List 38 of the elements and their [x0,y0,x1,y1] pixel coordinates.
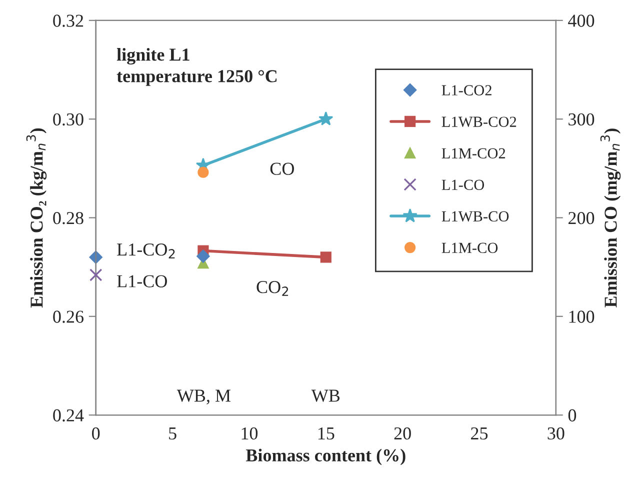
legend-label: L1-CO2 [442,85,492,96]
y-tick-label: 0.28 [53,212,84,224]
y-tick-label: 0.26 [53,310,84,323]
y2-tick-label: 100 [569,310,594,323]
y2-tick-label: 0 [568,409,576,422]
legend-label: L1M-CO2 [442,148,506,158]
x-tick-label: 10 [242,427,258,440]
x-axis-title: Biomass content (%) [246,448,406,466]
x-tick-label: 30 [548,427,564,440]
x-tick-label: 15 [318,427,334,440]
y-tick-label: 0.30 [53,113,84,126]
annotation: CO$_{2}$ [256,281,288,296]
legend-label: L1-CO [442,180,484,190]
x-tick-label: 20 [394,427,411,440]
point [198,166,209,178]
annotation: WB [311,390,340,402]
point [89,268,102,282]
legend-label: L1M-CO [442,242,498,254]
y-tick-label: 0.24 [53,409,84,422]
y2-tick-label: 400 [568,14,594,27]
point [320,252,332,263]
y-tick-label: 0.32 [53,14,84,27]
annotation: L1-CO$_{2}$ [117,244,175,258]
x-tick-label: 0 [92,427,100,440]
x-tick-label: 5 [169,428,176,440]
x-tick-label: 25 [471,427,488,440]
annotation: CO [270,162,294,175]
y2-tick-label: 300 [568,113,594,126]
point [318,111,334,126]
annotation: L1-CO [117,275,167,288]
point [196,250,210,263]
annotation: lignite L1 temperature 1250 °C [116,48,277,86]
annotation: WB, M [176,390,231,404]
legend-label: L1WB-CO2 [442,116,516,128]
y2-tick-label: 200 [568,212,594,224]
y-axis-title: Emission CO₂ (kg/m$_{n}$$^{3}$) [26,128,47,308]
legend-label: L1WB-CO [442,211,509,222]
y2-axis-title: Emission CO (mg/m$_{n}$$^{3}$) [600,128,621,308]
